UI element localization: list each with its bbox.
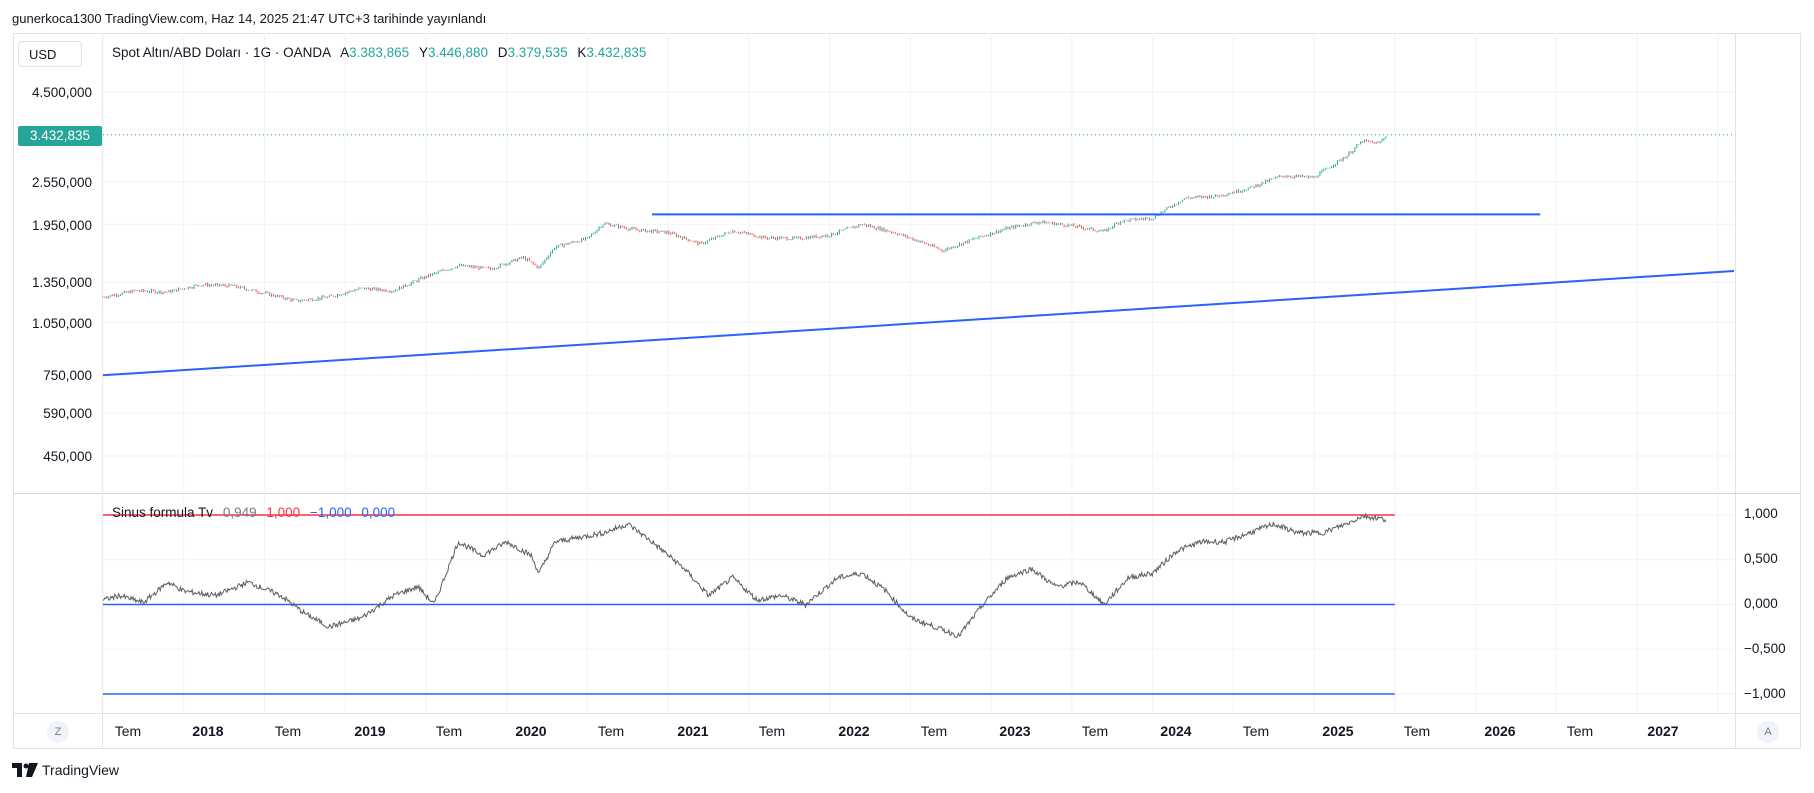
indicator-tick: −0,500 xyxy=(1744,641,1786,656)
time-tick: Tem xyxy=(597,723,625,739)
open-label: A xyxy=(340,45,350,60)
price-tick: 750,000 xyxy=(43,368,92,383)
price-tick: 1.050,000 xyxy=(31,316,92,331)
indicator-tick: 1,000 xyxy=(1744,506,1778,521)
indicator-series-line xyxy=(102,512,1387,638)
high-value: 3.446,880 xyxy=(427,45,489,60)
right-axis-divider xyxy=(1735,33,1736,749)
time-tick: 2024 xyxy=(1160,723,1192,739)
low-label: D xyxy=(497,45,508,60)
time-tick: 2021 xyxy=(677,723,709,739)
brand-name: TradingView xyxy=(42,762,120,778)
low-value: 3.379,535 xyxy=(507,45,568,60)
current-price-tag: 3.432,835 xyxy=(18,126,102,146)
time-tick: Tem xyxy=(1403,723,1431,739)
time-tick: Tem xyxy=(920,723,948,739)
tradingview-logo[interactable]: TradingView xyxy=(12,762,119,778)
indicator-zero-value: 0,000 xyxy=(361,505,396,520)
price-tick: 2.550,000 xyxy=(31,175,92,190)
time-tick: Tem xyxy=(435,723,463,739)
chart-frame xyxy=(13,33,1801,749)
time-tick: 2020 xyxy=(515,723,547,739)
time-tick: 2023 xyxy=(999,723,1031,739)
symbol-legend: Spot Altın/ABD Doları · 1G · OANDA A3.38… xyxy=(112,45,646,60)
price-tick: 4.500,000 xyxy=(31,85,92,100)
price-tick: 590,000 xyxy=(43,406,92,421)
symbol-title[interactable]: Spot Altın/ABD Doları · 1G · OANDA xyxy=(112,45,331,60)
auto-scale-button[interactable]: A xyxy=(1757,721,1779,743)
indicator-tick: 0,000 xyxy=(1744,596,1778,611)
time-tick: 2026 xyxy=(1484,723,1516,739)
price-tick: 1.350,000 xyxy=(31,275,92,290)
time-tick: 2019 xyxy=(354,723,386,739)
time-tick: Tem xyxy=(1081,723,1109,739)
price-tick: 450,000 xyxy=(43,449,92,464)
close-label: K xyxy=(577,45,587,60)
high-label: Y xyxy=(418,45,428,60)
currency-button[interactable]: USD xyxy=(18,41,82,67)
time-tick: 2027 xyxy=(1647,723,1679,739)
time-tick: Tem xyxy=(1566,723,1594,739)
open-value: 3.383,865 xyxy=(349,45,410,60)
indicator-upper-value: 1,000 xyxy=(266,505,301,520)
trend-line xyxy=(102,270,1735,377)
indicator-tick: −1,000 xyxy=(1744,686,1786,701)
time-axis-divider xyxy=(13,713,1801,714)
tradingview-logo-icon xyxy=(12,763,38,777)
indicator-value: 0,949 xyxy=(222,505,257,520)
indicator-title[interactable]: Sinus formula Tv xyxy=(112,505,214,520)
indicator-tick: 0,500 xyxy=(1744,551,1778,566)
indicator-legend: Sinus formula Tv 0,949 1,000 −1,000 0,00… xyxy=(112,505,395,520)
time-tick: 2022 xyxy=(838,723,870,739)
time-tick: Tem xyxy=(1242,723,1270,739)
time-tick: Tem xyxy=(114,723,142,739)
time-tick: 2018 xyxy=(192,723,224,739)
price-tick: 1.950,000 xyxy=(31,218,92,233)
time-tick: Tem xyxy=(274,723,302,739)
time-tick: 2025 xyxy=(1322,723,1354,739)
pane-divider[interactable] xyxy=(13,493,1801,494)
zoom-button[interactable]: Z xyxy=(47,721,69,743)
close-value: 3.432,835 xyxy=(586,45,647,60)
publish-header: gunerkoca1300 TradingView.com, Haz 14, 2… xyxy=(12,11,487,26)
time-tick: Tem xyxy=(758,723,786,739)
indicator-lower-value: −1,000 xyxy=(309,505,352,520)
